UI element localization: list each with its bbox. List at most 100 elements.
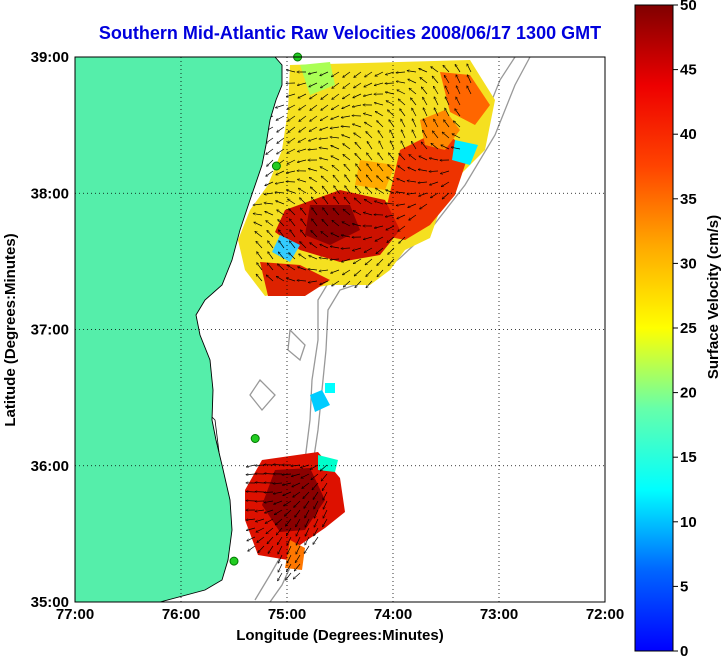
velocity-arrow: [312, 219, 318, 227]
grid-lines: [75, 57, 605, 602]
velocity-arrow: [296, 527, 301, 536]
y-tick-label: 39:00: [31, 49, 69, 66]
velocity-arrow: [246, 527, 256, 530]
velocity-arrow: [341, 115, 351, 118]
velocity-arrow: [273, 491, 283, 494]
velocity-arrow: [356, 164, 362, 172]
velocity-arrow: [299, 254, 307, 260]
velocity-arrow: [302, 482, 310, 488]
velocity-arrow: [320, 126, 329, 130]
velocity-arrow: [288, 137, 296, 143]
velocity-arrow: [321, 104, 329, 110]
velocity-arrow: [334, 186, 340, 194]
velocity-arrow: [401, 130, 406, 139]
velocity-arrow: [377, 121, 384, 128]
velocity-arrow: [308, 149, 318, 150]
velocity-arrow: [301, 219, 307, 227]
velocity-arrow: [309, 256, 318, 260]
velocity-arrow: [309, 93, 318, 99]
velocity-arrow: [320, 82, 329, 88]
velocity-arrow: [278, 545, 283, 554]
velocity-arrow: [331, 269, 340, 273]
velocity-arrow: [277, 126, 285, 132]
velocity-arrow: [418, 169, 428, 172]
velocity-arrow: [396, 81, 406, 84]
colorbar-tick-label: 25: [680, 320, 697, 337]
velocity-arrow: [342, 222, 351, 227]
velocity-arrow: [311, 230, 318, 238]
velocity-arrow: [366, 175, 373, 183]
velocity-arrow: [345, 175, 351, 183]
velocity-arrow: [264, 473, 274, 474]
velocity-arrow: [467, 86, 472, 95]
velocity-arrow: [455, 64, 461, 73]
velocity-arrow: [246, 474, 256, 475]
plot-frame: [74, 56, 606, 603]
velocity-arrow: [314, 500, 319, 509]
velocity-arrow: [433, 86, 439, 95]
velocity-arrow: [321, 176, 329, 183]
velocity-arrow: [291, 473, 301, 476]
velocity-arrow: [429, 158, 439, 161]
velocity-arrow: [287, 199, 296, 205]
velocity-arrow: [309, 177, 318, 183]
velocity-arrow: [297, 280, 307, 281]
colorbar-tick-label: 40: [680, 126, 697, 143]
velocity-arrow: [314, 518, 319, 527]
velocity-arrow: [331, 233, 340, 238]
velocity-arrow: [332, 82, 340, 88]
velocity-arrow: [412, 108, 417, 117]
velocity-arrow: [344, 197, 351, 205]
velocity-arrow: [355, 280, 362, 288]
velocity-arrow: [420, 203, 428, 209]
velocity-arrow: [344, 164, 351, 172]
velocity-arrow: [342, 93, 351, 99]
colorbar-tick-label: 50: [680, 0, 697, 14]
y-tick-label: 38:00: [31, 185, 69, 202]
velocity-arrow: [374, 201, 384, 205]
velocity-arrow: [376, 247, 384, 254]
velocity-arrow: [255, 231, 263, 238]
velocity-arrow: [254, 222, 263, 227]
velocity-arrow: [308, 269, 318, 270]
velocity-arrow: [276, 527, 283, 535]
velocity-arrow: [294, 563, 301, 571]
velocity-arrow: [397, 214, 406, 219]
velocity-arrow: [310, 187, 318, 194]
velocity-arrow: [377, 176, 384, 183]
velocity-arrow: [282, 482, 292, 485]
velocity-arrow: [274, 509, 283, 515]
x-tick-label: 77:00: [56, 606, 94, 623]
velocity-arrow: [423, 108, 428, 117]
colorbar-tick-label: 35: [680, 191, 697, 208]
velocity-arrow: [364, 122, 373, 128]
velocity-arrow: [385, 214, 395, 217]
velocity-arrow: [430, 192, 439, 198]
velocity-arrow: [389, 153, 395, 161]
velocity-arrow: [322, 186, 329, 194]
velocity-arrow: [267, 159, 274, 166]
velocity-arrow: [266, 275, 274, 282]
velocity-arrow: [441, 181, 450, 187]
velocity-arrow: [278, 252, 285, 260]
colorbar-tick-label: 0: [680, 643, 688, 659]
velocity-arrow: [311, 197, 318, 205]
x-tick-label: 72:00: [586, 606, 624, 623]
velocity-arrow: [297, 179, 307, 183]
y-axis: 39:00 38:00 37:00 36:00 35:00: [31, 49, 69, 611]
velocity-arrow: [332, 93, 340, 99]
velocity-arrow: [343, 144, 351, 150]
velocity-arrow: [397, 90, 406, 95]
velocity-arrow: [257, 263, 263, 271]
velocity-arrow: [432, 76, 439, 84]
velocity-arrow: [289, 253, 296, 260]
velocity-arrow: [278, 572, 283, 581]
x-tick-label: 73:00: [480, 606, 518, 623]
station-marker: [229, 556, 239, 566]
velocity-arrow: [300, 242, 307, 249]
velocity-arrow: [286, 572, 292, 580]
velocity-arrow: [353, 258, 362, 264]
velocity-arrow: [298, 93, 307, 98]
velocity-arrow: [388, 258, 395, 266]
velocity-arrow: [398, 166, 406, 172]
